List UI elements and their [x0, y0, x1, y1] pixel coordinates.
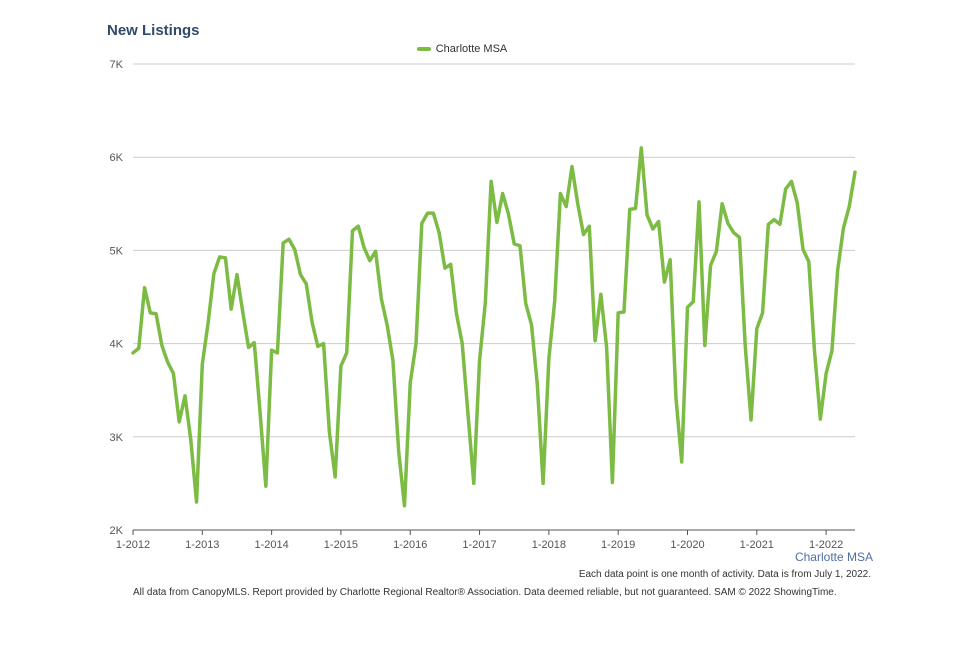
x-tick-label: 1-2020: [670, 539, 704, 551]
chart-title: New Listings: [107, 22, 200, 39]
y-axis-labels: 2K 3K 4K 5K 6K 7K: [110, 59, 124, 537]
y-tick-label: 5K: [110, 245, 124, 257]
y-tick-label: 4K: [110, 339, 124, 351]
x-tick-label: 1-2012: [116, 539, 150, 551]
data-interval-note: Each data point is one month of activity…: [578, 569, 871, 580]
y-tick-label: 6K: [110, 152, 124, 164]
x-tick-label: 1-2021: [740, 539, 774, 551]
source-note: All data from CanopyMLS. Report provided…: [133, 587, 837, 598]
x-tick-label: 1-2014: [254, 539, 288, 551]
series-line-charlotte-msa: [131, 146, 857, 508]
x-tick-label: 1-2016: [393, 539, 427, 551]
x-tick-label: 1-2013: [185, 539, 219, 551]
series-layer: [131, 146, 857, 508]
legend-swatch: [416, 47, 431, 51]
y-tick-label: 2K: [110, 525, 124, 537]
legend[interactable]: Charlotte MSA: [0, 43, 980, 55]
y-tick-label: 7K: [110, 59, 124, 71]
series-caption: Charlotte MSA: [794, 550, 873, 564]
grid-lines: [133, 63, 855, 438]
x-tick-label: 1-2019: [601, 539, 635, 551]
x-tick-label: 1-2017: [462, 539, 496, 551]
x-tick-label: 1-2015: [324, 539, 358, 551]
legend-label: Charlotte MSA: [435, 43, 508, 55]
x-axis: 1-2012 1-2013 1-2014 1-2015 1-2016 1-2017 1-20…: [116, 529, 855, 551]
x-tick-label: 1-2018: [532, 539, 566, 551]
x-tick-label: 1-2022: [809, 539, 843, 551]
y-tick-label: 3K: [110, 432, 124, 444]
